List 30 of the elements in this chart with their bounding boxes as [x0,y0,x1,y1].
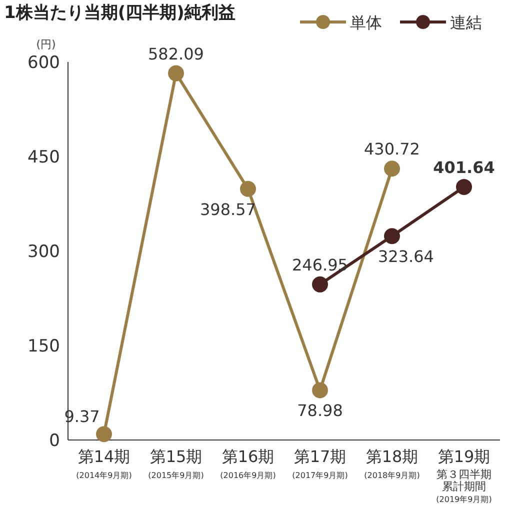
x-tick-label: 第15期(2015年9月期) [148,447,204,480]
x-tick-label: 第19期第３四半期累計期間(2019年9月期) [436,447,492,504]
y-tick-label: 600 [28,53,60,73]
point [96,426,112,442]
x-tick-label: 第17期(2017年9月期) [292,447,348,480]
chart-title: 1株当たり当期(四半期)純利益 [4,3,236,23]
data-label: 401.64 [433,158,495,177]
legend-label: 単体 [350,13,382,32]
y-tick-label: 300 [28,242,60,262]
y-axis-title: (円) [36,38,56,51]
x-tick-label: 第14期(2014年9月期) [76,447,132,480]
point [168,65,184,82]
y-tick-label: 450 [28,148,60,168]
point [312,382,328,398]
legend-label: 連結 [450,13,482,32]
y-tick-label: 150 [28,336,60,356]
data-label: 323.64 [378,247,434,266]
data-label: 78.98 [297,401,343,420]
point [384,160,400,177]
point [240,180,256,197]
x-tick-label: 第18期(2018年9月期) [364,447,420,480]
data-label: 246.95 [292,255,348,274]
point [312,276,328,292]
x-tick-label: 第16期(2016年9月期) [220,447,276,480]
data-label: 398.57 [200,200,256,219]
y-tick-label: 0 [49,431,60,451]
data-label: 430.72 [364,140,420,159]
data-label: 582.09 [148,44,204,64]
point [384,228,400,244]
point [456,178,472,195]
